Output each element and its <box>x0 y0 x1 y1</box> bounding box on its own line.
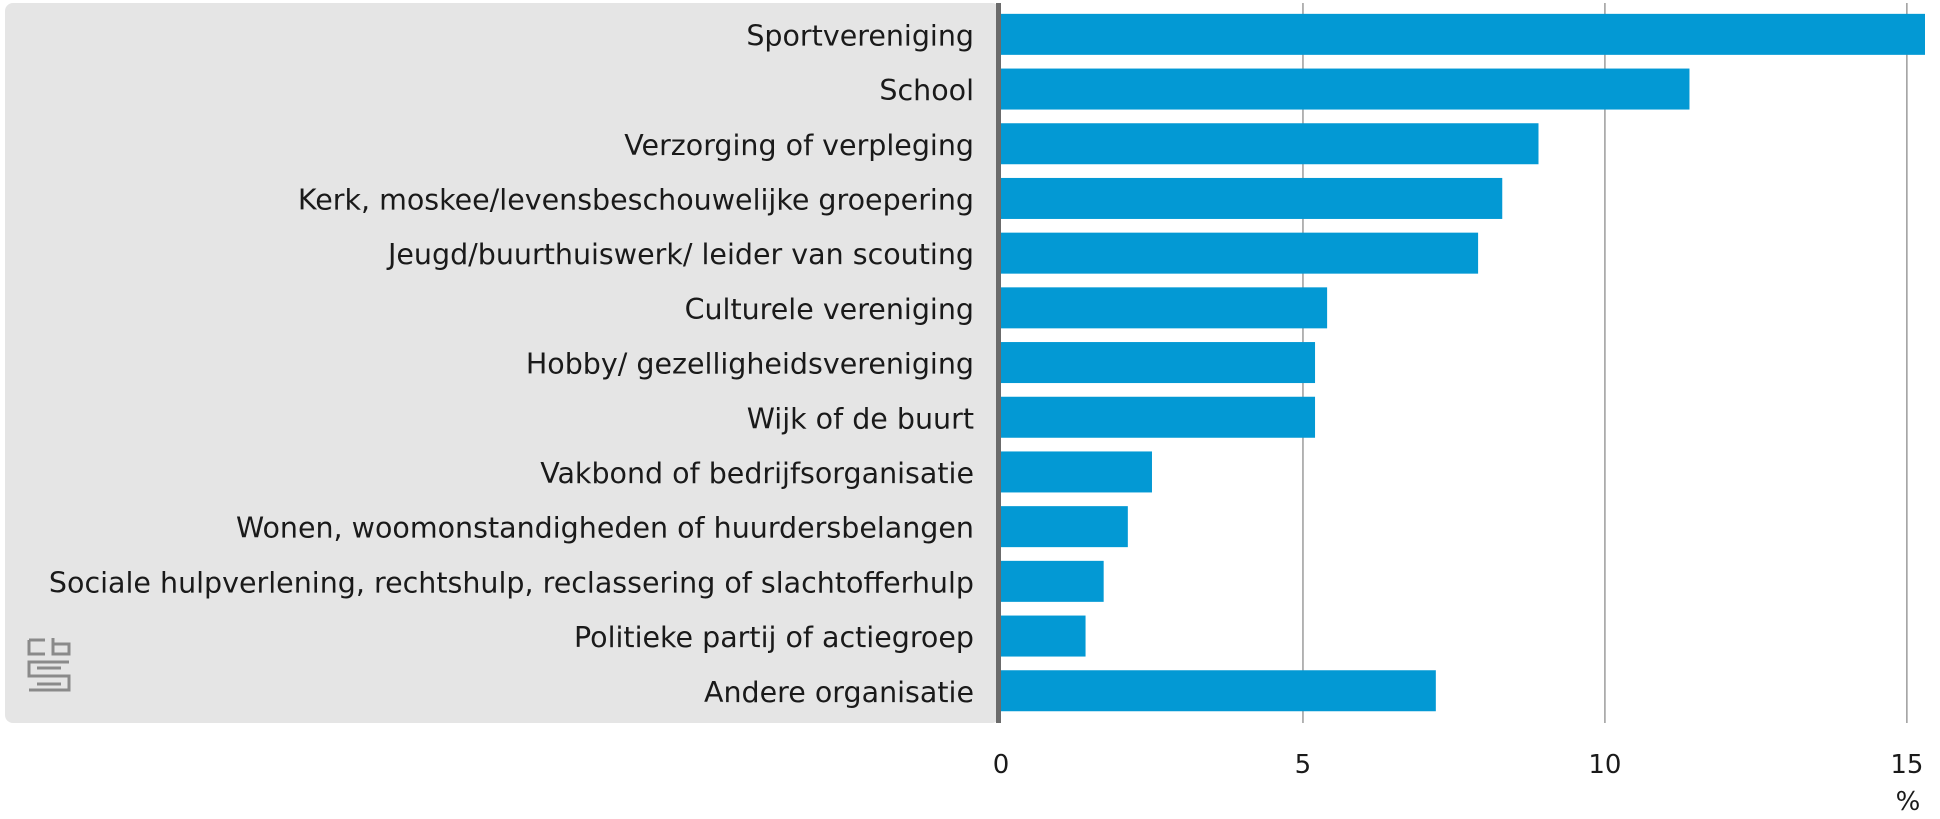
bar <box>1001 396 1316 438</box>
category-label: Sportvereniging <box>746 19 974 52</box>
category-label: Culturele vereniging <box>685 293 974 326</box>
bar <box>1001 287 1328 329</box>
x-tick-labels: 0 5 10 15 <box>993 750 1924 780</box>
category-label: Kerk, moskee/levensbeschouwelijke groepe… <box>298 183 974 216</box>
x-axis-unit-label: % <box>1896 787 1921 817</box>
bar <box>1001 342 1316 384</box>
bar <box>1001 615 1086 657</box>
category-label: Wijk of de buurt <box>747 402 974 435</box>
category-label: School <box>879 74 974 107</box>
y-axis-line <box>996 3 1001 723</box>
bar <box>1001 670 1436 712</box>
gridlines <box>1302 3 1908 723</box>
bars <box>1001 13 1925 712</box>
bar <box>1001 560 1104 602</box>
category-label: Andere organisatie <box>704 676 974 709</box>
bar <box>1001 506 1128 548</box>
category-label: Vakbond of bedrijfsorganisatie <box>540 457 974 490</box>
bar <box>1001 13 1925 55</box>
x-tick-label: 5 <box>1295 750 1312 780</box>
bar <box>1001 232 1479 274</box>
category-label: Hobby/ gezelligheidsvereniging <box>526 348 974 381</box>
label-panel <box>5 3 1000 723</box>
x-tick-label: 15 <box>1890 750 1923 780</box>
category-labels: Sportvereniging School Verzorging of verpl… <box>49 19 974 708</box>
category-label: Sociale hulpverlening, rechtshulp, recla… <box>49 566 974 599</box>
x-tick-label: 0 <box>993 750 1010 780</box>
category-label: Politieke partij of actiegroep <box>574 621 974 654</box>
category-label: Wonen, woomonstandigheden of huurdersbel… <box>236 512 974 545</box>
bar <box>1001 177 1503 219</box>
bar <box>1001 451 1152 493</box>
bar <box>1001 123 1539 165</box>
category-label: Verzorging of verpleging <box>624 129 974 162</box>
category-label: Jeugd/buurthuiswerk/ leider van scouting <box>386 238 974 271</box>
bar <box>1001 68 1690 110</box>
cbs-logo-icon <box>27 638 71 692</box>
x-tick-label: 10 <box>1588 750 1621 780</box>
